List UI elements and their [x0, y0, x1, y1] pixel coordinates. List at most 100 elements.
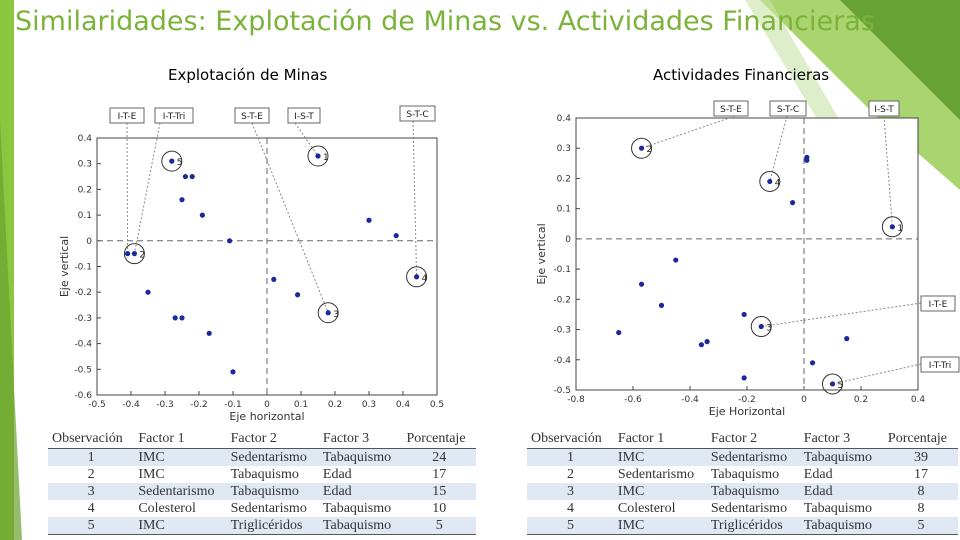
table-cell: 4 — [87, 501, 95, 516]
table-cell: 2 — [87, 467, 95, 482]
table-cell: 17 — [432, 467, 447, 482]
x-tick-label: -0.3 — [156, 400, 174, 410]
y-tick-label: -0.2 — [553, 295, 571, 305]
callout-box — [868, 100, 900, 117]
table-row: 1 IMC Sedentarismo Tabaquismo 24 — [48, 448, 476, 466]
table-row: 4 Colesterol Sedentarismo Tabaquismo 8 — [527, 500, 958, 517]
table-header-row: Observación Factor 1 Factor 2 Factor 3 Porce… — [48, 430, 476, 449]
callout-box — [399, 105, 436, 122]
table-cell: 8 — [917, 501, 925, 516]
y-tick-label: 0.3 — [557, 144, 571, 154]
y-axis-label: Eje vertical — [58, 236, 71, 297]
highlight-circle — [631, 137, 653, 159]
y-axis-label: Eje vertical — [535, 223, 548, 284]
table-cell: IMC — [134, 517, 227, 535]
highlight-circle — [750, 316, 772, 338]
table-cell: Tabaquismo — [799, 517, 884, 535]
x-tick-label: 0 — [801, 395, 807, 405]
callout-line — [769, 115, 788, 182]
highlight-label: 4 — [422, 274, 428, 284]
data-point — [844, 336, 850, 342]
highlight-label: 3 — [333, 310, 339, 320]
x-axis-label: Eje horizontal — [229, 410, 304, 423]
data-point — [179, 315, 185, 321]
table-cell: IMC — [134, 448, 227, 466]
highlight-circle — [406, 266, 428, 288]
column-header: Observación — [527, 430, 614, 449]
column-header: Observación — [48, 430, 135, 449]
x-tick-label: -0.5 — [88, 400, 106, 410]
y-tick-label: -0.5 — [553, 386, 571, 396]
x-tick-label: 0.4 — [396, 400, 411, 410]
data-point — [366, 217, 372, 223]
data-point — [658, 302, 665, 308]
table-cell: Tabaquismo — [318, 517, 403, 535]
highlight-label: 5 — [838, 381, 844, 391]
column-header: Factor 3 — [799, 430, 884, 449]
y-tick-label: -0.1 — [74, 263, 92, 273]
x-tick-label: 0.3 — [362, 400, 376, 410]
highlight-label: 4 — [775, 178, 781, 188]
column-header: Factor 3 — [318, 430, 403, 449]
x-axis-label: Eje Horizontal — [709, 405, 785, 418]
data-point — [673, 257, 679, 263]
y-tick-label: -0.6 — [74, 391, 92, 401]
highlight-circle — [161, 150, 183, 172]
table-cell: Tabaquismo — [706, 483, 800, 500]
data-point — [704, 339, 710, 345]
column-header: Porcentaje — [883, 430, 958, 449]
chart-title-minas: Explotación de Minas — [168, 66, 328, 84]
data-point — [638, 281, 645, 287]
table-cell: 24 — [402, 448, 476, 466]
callout-line — [832, 363, 922, 385]
callout-box — [713, 100, 749, 117]
table-cell: IMC — [138, 467, 165, 482]
data-point — [698, 342, 705, 348]
y-tick-label: -0.1 — [553, 265, 571, 275]
callout-label: S-T-C — [406, 110, 428, 120]
x-tick-label: 0.4 — [911, 395, 926, 405]
x-tick-label: 0.5 — [430, 400, 444, 410]
y-tick-label: -0.5 — [74, 365, 92, 375]
data-point — [414, 274, 420, 280]
callout-line — [641, 115, 736, 149]
data-point — [741, 375, 747, 381]
y-tick-label: 0.1 — [78, 211, 92, 221]
data-point — [125, 251, 131, 257]
highlight-label: 2 — [647, 145, 653, 155]
highlight-circle — [307, 145, 329, 167]
table-row: 4 Colesterol Sedentarismo Tabaquismo 10 — [48, 500, 476, 517]
data-point — [172, 315, 178, 321]
callout-label: S-T-C — [777, 105, 799, 115]
data-point — [189, 173, 195, 180]
callout-box — [109, 107, 145, 124]
table-cell: Sedentarismo — [226, 448, 319, 466]
table-cell: Tabaquismo — [226, 483, 319, 500]
x-tick-label: 0.2 — [328, 400, 342, 410]
page-title: Similaridades: Explotación de Minas vs. … — [15, 6, 875, 37]
table-cell: 3 — [527, 483, 614, 500]
table-cell: Sedentarismo — [706, 448, 800, 466]
data-point — [182, 173, 188, 180]
table-cell: 1 — [527, 448, 614, 466]
x-tick-label: -0.2 — [190, 400, 208, 410]
y-tick-label: 0.3 — [78, 160, 92, 170]
highlight-circle — [759, 170, 781, 192]
table-cell: Tabaquismo — [710, 467, 780, 482]
data-point — [145, 289, 151, 295]
table-row: 1 IMC Sedentarismo Tabaquismo 39 — [527, 448, 958, 466]
table-cell: Edad — [799, 483, 884, 500]
data-point — [295, 292, 301, 298]
highlight-circle — [881, 216, 903, 238]
x-tick-label: -0.6 — [624, 395, 642, 405]
callout-label: I-T-Tri — [929, 361, 952, 371]
table-cell: 1 — [48, 448, 135, 466]
y-tick-label: 0.4 — [78, 134, 93, 144]
y-tick-label: 0.2 — [78, 185, 92, 195]
table-cell: Edad — [318, 483, 403, 500]
x-tick-label: -0.2 — [738, 395, 756, 405]
highlight-label: 1 — [323, 153, 329, 163]
table-cell: Tabaquismo — [803, 501, 873, 516]
table-cell: Tabaquismo — [322, 501, 392, 516]
